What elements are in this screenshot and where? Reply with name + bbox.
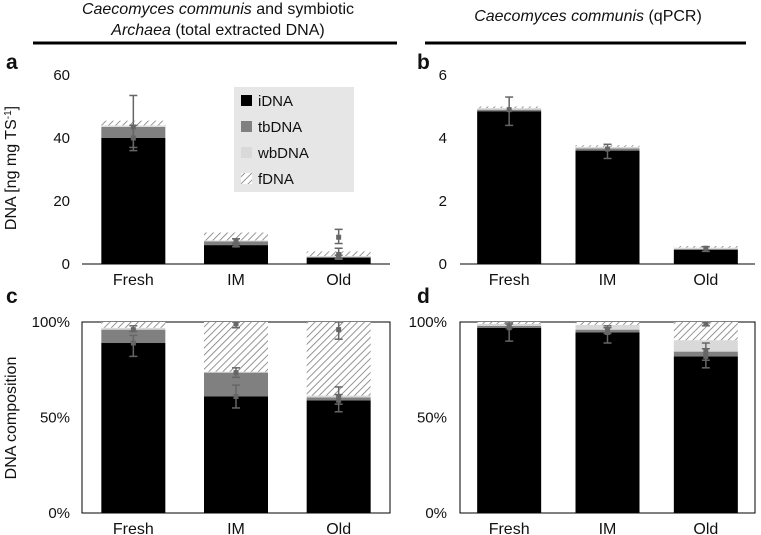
legend-label-wbdna: wbDNA [257, 145, 309, 162]
y-label-top-close: ] [3, 106, 20, 110]
header-right: Caecomyces communis (qPCR) [474, 8, 702, 25]
y-tick-label: 50% [417, 410, 447, 427]
panel-c: 0% 50% 100% Fresh IM Old [32, 314, 391, 535]
legend-swatch-tbdna [241, 121, 252, 132]
bar-segment-idna [673, 356, 738, 513]
error-bar-mean [703, 321, 709, 327]
error-bar-mean [233, 393, 239, 399]
y-tick-label: 0 [439, 256, 447, 273]
y-tick-label: 0% [48, 505, 70, 522]
header-left-italic-2: Archaea [110, 22, 171, 39]
y-tick-label: 0 [62, 256, 70, 273]
bar-segment-idna [306, 400, 371, 513]
legend-label-tbdna: tbDNA [258, 119, 302, 136]
category-label: IM [227, 272, 245, 289]
error-bar-mean [233, 242, 239, 248]
error-bar-mean [703, 245, 709, 251]
error-bar-mean [233, 238, 239, 244]
bar-segment-idna [306, 257, 371, 264]
error-bar-mean [605, 327, 610, 333]
error-bar-mean [130, 124, 136, 130]
header-left-rest-2: (total extracted DNA) [171, 22, 325, 39]
y-tick-label: 60 [53, 67, 70, 84]
y-tick-label: 2 [439, 193, 447, 210]
panel-letter-a: a [6, 51, 18, 74]
error-bar-mean [336, 252, 342, 258]
legend-label-idna: iDNA [258, 93, 293, 110]
bar-segment-idna [673, 249, 738, 264]
error-bar-mean [506, 323, 512, 329]
header-right-italic: Caecomyces communis [474, 8, 644, 25]
error-bar-mean [703, 349, 709, 355]
bar-segment-idna [204, 245, 268, 264]
error-bar-mean [233, 370, 239, 376]
bar-segment-fdna [204, 232, 268, 241]
bar-segment-idna [101, 138, 166, 264]
category-label: Old [326, 521, 351, 535]
error-bar-mean [506, 107, 512, 113]
category-label: Fresh [489, 272, 530, 289]
y-tick-label: 40 [53, 130, 70, 147]
bar-segment-fdna [575, 322, 640, 325]
legend-label-fdna: fDNA [258, 171, 294, 188]
category-label: Old [326, 272, 351, 289]
category-label: IM [599, 272, 617, 289]
bar-segment-fdna [204, 322, 268, 372]
y-label-top: DNA [ng mg TS-1] [3, 106, 21, 230]
error-bar-mean [130, 340, 136, 346]
bar-segment-idna [575, 332, 640, 513]
y-tick-label: 0% [425, 505, 447, 522]
bar-segment-idna [477, 111, 542, 264]
header-left-italic-1: Caecomyces communis [82, 1, 252, 18]
bar-segment-fdna [101, 322, 166, 328]
error-bar-mean [336, 393, 342, 399]
header-left-line2: Archaea (total extracted DNA) [110, 22, 324, 39]
bar-segment-idna [575, 150, 640, 264]
y-tick-label: 6 [439, 67, 447, 84]
category-label: Fresh [113, 521, 154, 535]
legend: iDNA tbDNA wbDNA fDNA [234, 87, 354, 192]
y-tick-label: 100% [32, 314, 70, 331]
legend-swatch-wbdna [241, 147, 252, 158]
category-label: IM [227, 521, 245, 535]
category-label: Fresh [489, 521, 530, 535]
bar-segment-fdna [673, 322, 738, 341]
category-label: Old [693, 521, 718, 535]
error-bar-mean [605, 146, 610, 152]
y-tick-label: 100% [409, 314, 447, 331]
y-label-top-sup: -1 [3, 110, 14, 119]
category-label: IM [599, 521, 617, 535]
panel-a: 0 20 40 60 Fresh IM Old [53, 67, 390, 289]
legend-swatch-idna [241, 95, 252, 106]
y-tick-label: 4 [439, 130, 447, 147]
category-label: Fresh [113, 272, 154, 289]
error-bar-mean [233, 321, 239, 327]
error-bar-mean [130, 327, 136, 333]
panel-d: 0% 50% 100% Fresh IM Old [409, 314, 756, 535]
panel-letter-c: c [6, 285, 18, 308]
header-left-line1: Caecomyces communis and symbiotic [82, 1, 354, 18]
y-label-top-main: DNA [ng mg TS [3, 119, 20, 230]
error-bar-mean [336, 327, 342, 333]
panel-letter-b: b [417, 51, 430, 74]
error-bar-mean [336, 234, 342, 240]
bar-segment-idna [101, 343, 166, 513]
bar-segment-idna [477, 327, 542, 513]
header-left-rest-1: and symbiotic [252, 1, 354, 18]
category-label: Old [693, 272, 718, 289]
panel-b: 0 2 4 6 Fresh IM Old [439, 67, 755, 289]
y-tick-label: 50% [40, 410, 70, 427]
panel-letter-d: d [417, 285, 430, 308]
header-right-rest: (qPCR) [644, 8, 702, 25]
y-tick-label: 20 [53, 193, 70, 210]
legend-background [234, 87, 354, 192]
bar-segment-idna [204, 396, 268, 513]
y-label-bottom: DNA composition [3, 357, 20, 480]
legend-swatch-fdna [241, 173, 252, 184]
